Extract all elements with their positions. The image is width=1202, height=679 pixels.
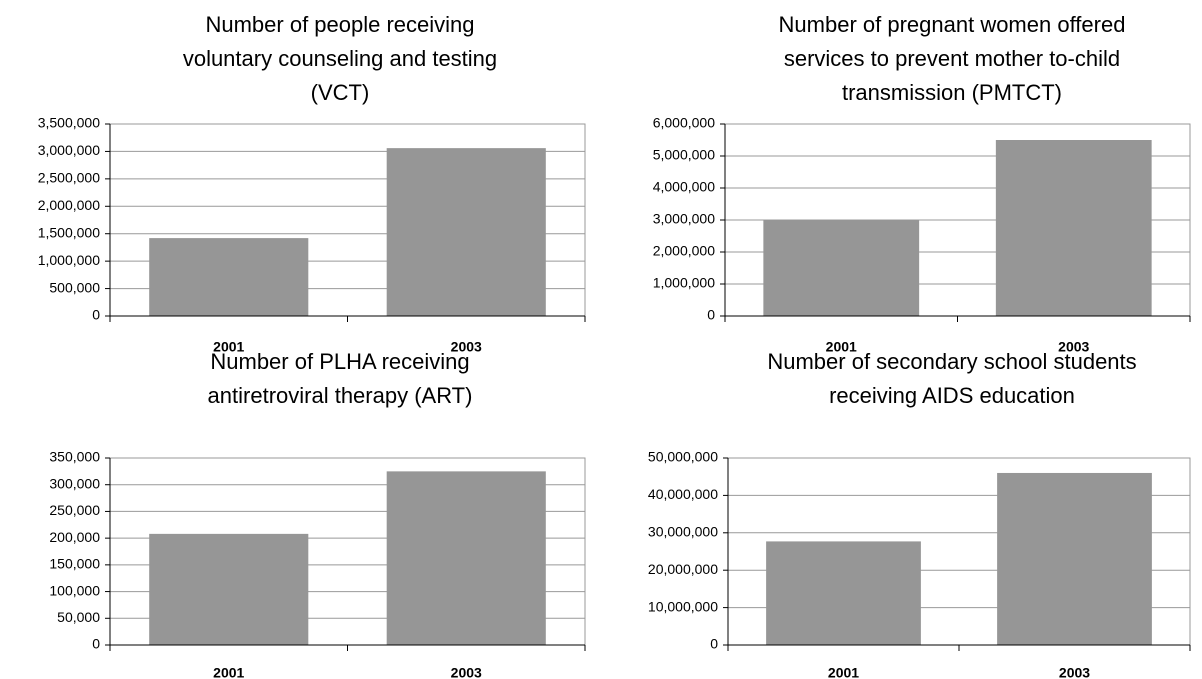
y-tick-label: 2,000,000 bbox=[653, 243, 715, 259]
chart-title: Number of secondary school students bbox=[767, 349, 1136, 374]
bar bbox=[995, 140, 1152, 316]
x-tick-label: 2003 bbox=[1058, 339, 1089, 355]
chart-title: Number of PLHA receiving bbox=[210, 349, 469, 374]
y-tick-label: 10,000,000 bbox=[648, 598, 718, 614]
y-tick-label: 20,000,000 bbox=[648, 561, 718, 577]
y-tick-label: 2,000,000 bbox=[38, 197, 100, 213]
y-tick-label: 50,000 bbox=[57, 609, 100, 625]
chart-title: (VCT) bbox=[311, 80, 370, 105]
chart-title: antiretroviral therapy (ART) bbox=[208, 383, 473, 408]
y-tick-label: 500,000 bbox=[49, 279, 100, 295]
y-tick-label: 350,000 bbox=[49, 449, 100, 465]
x-tick-label: 2003 bbox=[451, 665, 482, 679]
y-tick-label: 40,000,000 bbox=[648, 486, 718, 502]
x-tick-label: 2003 bbox=[451, 339, 482, 355]
y-tick-label: 0 bbox=[92, 636, 100, 652]
bar bbox=[386, 148, 546, 316]
y-tick-label: 5,000,000 bbox=[653, 147, 715, 163]
bar bbox=[763, 220, 920, 316]
chart-title: transmission (PMTCT) bbox=[842, 80, 1062, 105]
y-tick-label: 150,000 bbox=[49, 556, 100, 572]
y-tick-label: 4,000,000 bbox=[653, 179, 715, 195]
bar bbox=[997, 472, 1152, 645]
y-tick-label: 1,500,000 bbox=[38, 224, 100, 240]
y-tick-label: 200,000 bbox=[49, 529, 100, 545]
y-tick-label: 3,000,000 bbox=[38, 142, 100, 158]
y-tick-label: 30,000,000 bbox=[648, 524, 718, 540]
chart-title: Number of people receiving bbox=[205, 12, 474, 37]
y-tick-label: 100,000 bbox=[49, 582, 100, 598]
y-tick-label: 300,000 bbox=[49, 475, 100, 491]
y-tick-label: 2,500,000 bbox=[38, 170, 100, 186]
x-tick-label: 2001 bbox=[826, 339, 857, 355]
y-tick-label: 0 bbox=[710, 636, 718, 652]
y-tick-label: 0 bbox=[92, 307, 100, 323]
y-tick-label: 3,000,000 bbox=[653, 211, 715, 227]
y-tick-label: 1,000,000 bbox=[38, 252, 100, 268]
y-tick-label: 0 bbox=[707, 307, 715, 323]
y-tick-label: 50,000,000 bbox=[648, 449, 718, 465]
y-tick-label: 1,000,000 bbox=[653, 275, 715, 291]
chart-title: services to prevent mother to-child bbox=[784, 46, 1120, 71]
x-tick-label: 2003 bbox=[1059, 665, 1090, 679]
chart-title: receiving AIDS education bbox=[829, 383, 1075, 408]
bar bbox=[386, 471, 546, 645]
chart-title: Number of pregnant women offered bbox=[779, 12, 1126, 37]
y-tick-label: 3,500,000 bbox=[38, 115, 100, 131]
bar bbox=[149, 238, 309, 316]
bar bbox=[149, 533, 309, 645]
bar bbox=[766, 541, 921, 645]
x-tick-label: 2001 bbox=[213, 665, 244, 679]
y-tick-label: 6,000,000 bbox=[653, 115, 715, 131]
x-tick-label: 2001 bbox=[828, 665, 859, 679]
chart-title: voluntary counseling and testing bbox=[183, 46, 497, 71]
y-tick-label: 250,000 bbox=[49, 502, 100, 518]
x-tick-label: 2001 bbox=[213, 339, 244, 355]
